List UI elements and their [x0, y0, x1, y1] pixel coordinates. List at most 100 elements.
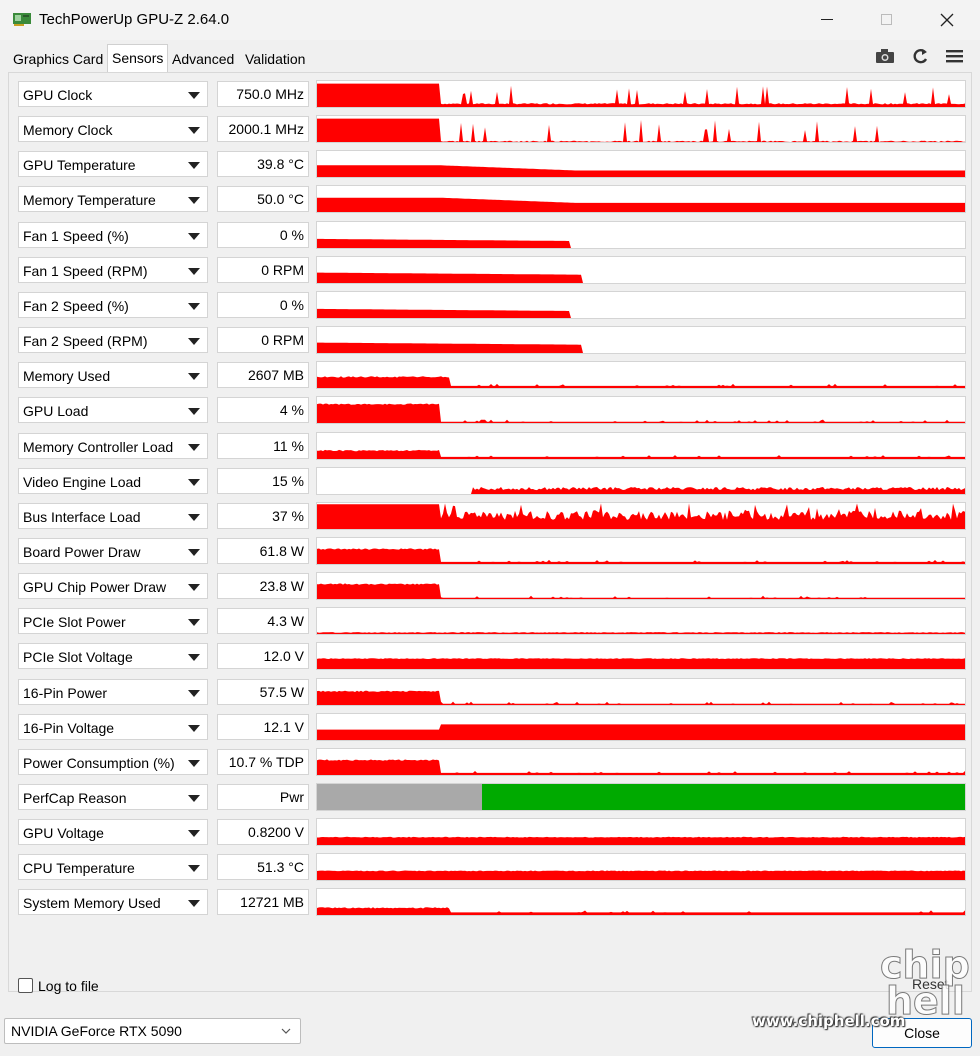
sensor-select[interactable]: GPU Load [18, 397, 208, 424]
dropdown-arrow-icon [188, 338, 200, 346]
sensor-label: PCIe Slot Voltage [23, 649, 133, 666]
sensor-label: Bus Interface Load [23, 508, 141, 525]
dropdown-arrow-icon [188, 689, 200, 697]
tab-graphics-card[interactable]: Graphics Card [13, 51, 104, 67]
dropdown-arrow-icon [188, 92, 200, 99]
sensor-select[interactable]: PCIe Slot Power [18, 608, 208, 635]
sensor-select[interactable]: Memory Controller Load [18, 432, 208, 459]
sensor-value: 12.0 V [217, 643, 309, 670]
sensor-graph-area [317, 449, 965, 459]
sensor-label: PerfCap Reason [23, 790, 127, 806]
sensor-graph-plot [317, 690, 965, 705]
sensor-row: PCIe Slot Power 4.3 W [18, 607, 966, 636]
close-button[interactable]: Close [872, 1018, 972, 1048]
dropdown-arrow-icon [188, 900, 200, 908]
close-window-button[interactable] [924, 4, 970, 36]
tab-sensors[interactable]: Sensors [107, 44, 169, 72]
sensor-select[interactable]: Bus Interface Load [18, 502, 208, 529]
sensor-value: 57.5 W [217, 678, 309, 705]
sensor-select[interactable]: Power Consumption (%) [18, 748, 208, 775]
sensor-row: GPU Clock 750.0 MHz [18, 80, 966, 108]
dropdown-arrow-icon [188, 373, 200, 381]
perfcap-pwr-segment [482, 784, 965, 810]
sensor-select[interactable]: Fan 2 Speed (RPM) [18, 327, 208, 354]
sensor-label: Memory Used [23, 368, 111, 385]
dropdown-arrow-icon [188, 584, 200, 592]
dropdown-arrow-icon [188, 795, 200, 802]
reset-button[interactable]: Reset [912, 976, 949, 992]
tab-bar: Graphics Card Sensors Advanced Validatio… [0, 44, 980, 72]
sensor-value: 61.8 W [217, 537, 309, 564]
dropdown-arrow-icon [188, 162, 200, 170]
sensor-select[interactable]: Fan 2 Speed (%) [18, 291, 208, 318]
sensor-select[interactable]: GPU Clock [18, 81, 208, 107]
sensor-value: 0 RPM [217, 327, 309, 354]
sensor-select[interactable]: PerfCap Reason [18, 784, 208, 810]
sensor-row: 16-Pin Voltage 12.1 V [18, 712, 966, 741]
log-to-file-label: Log to file [38, 978, 99, 994]
sensor-select[interactable]: PCIe Slot Voltage [18, 643, 208, 670]
title-bar: TechPowerUp GPU-Z 2.64.0 [0, 0, 980, 40]
sensor-graph [316, 818, 966, 847]
minimize-button[interactable] [804, 4, 850, 36]
sensor-select[interactable]: CPU Temperature [18, 854, 208, 881]
sensor-select[interactable]: GPU Chip Power Draw [18, 573, 208, 600]
dropdown-arrow-icon [188, 232, 200, 240]
sensor-label: Board Power Draw [23, 543, 141, 560]
watermark-url: www.chiphell.com [752, 1012, 906, 1030]
sensor-select[interactable]: GPU Temperature [18, 151, 208, 178]
sensor-label: Power Consumption (%) [23, 754, 175, 771]
chiphell-logo: chip hell [880, 943, 971, 1021]
sensor-value: 0.8200 V [217, 819, 309, 846]
sensor-select[interactable]: System Memory Used [18, 889, 208, 916]
tab-validation[interactable]: Validation [245, 51, 306, 67]
sensor-label: GPU Clock [23, 87, 93, 103]
sensor-label: PCIe Slot Power [23, 614, 126, 631]
gpu-select[interactable]: NVIDIA GeForce RTX 5090 [4, 1018, 301, 1044]
sensor-row: Board Power Draw 61.8 W [18, 536, 966, 565]
sensor-graph-plot [317, 308, 965, 318]
sensor-select[interactable]: Memory Temperature [18, 186, 208, 213]
sensor-graph-area [317, 376, 965, 389]
sensor-graph [316, 290, 966, 319]
sensor-select[interactable]: Video Engine Load [18, 467, 208, 494]
sensor-graph-area [317, 503, 965, 529]
sensor-graph-plot [317, 376, 965, 389]
sensor-graph [316, 185, 966, 214]
sensor-graph-plot [317, 724, 965, 740]
sensor-graph [316, 501, 966, 530]
svg-text:hell: hell [886, 979, 965, 1020]
sensor-select[interactable]: GPU Voltage [18, 819, 208, 846]
sensor-label: Memory Clock [23, 122, 113, 139]
sensor-value: 10.7 % TDP [217, 748, 309, 775]
refresh-icon[interactable] [909, 46, 931, 66]
maximize-button[interactable] [864, 4, 910, 36]
sensor-row: CPU Temperature 51.3 °C [18, 853, 966, 882]
sensor-select[interactable]: 16-Pin Voltage [18, 713, 208, 740]
sensor-graph-area [317, 724, 965, 740]
dropdown-arrow-icon [188, 127, 200, 135]
sensor-select[interactable]: Fan 1 Speed (RPM) [18, 256, 208, 283]
sensor-select[interactable]: Memory Clock [18, 116, 208, 143]
sensor-row: GPU Temperature 39.8 °C [18, 150, 966, 179]
sensor-select[interactable]: 16-Pin Power [18, 678, 208, 705]
sensor-value: 11 % [217, 432, 309, 459]
menu-icon[interactable] [944, 46, 966, 66]
sensor-graph-area [317, 632, 965, 635]
sensor-row: GPU Voltage 0.8200 V [18, 818, 966, 847]
sensor-select[interactable]: Memory Used [18, 362, 208, 389]
camera-icon[interactable] [874, 46, 896, 66]
sensor-graph [316, 712, 966, 741]
dropdown-arrow-icon [188, 830, 200, 838]
sensor-select[interactable]: Fan 1 Speed (%) [18, 221, 208, 248]
tab-advanced[interactable]: Advanced [172, 51, 235, 67]
sensor-graph [316, 220, 966, 249]
log-to-file-checkbox[interactable] [18, 978, 33, 993]
dropdown-arrow-icon [188, 408, 200, 416]
sensor-row: Video Engine Load 15 % [18, 466, 966, 495]
sensor-graph [316, 396, 966, 425]
sensor-select[interactable]: Board Power Draw [18, 537, 208, 564]
sensor-value: 12.1 V [217, 713, 309, 740]
sensor-graph-plot [317, 198, 965, 213]
sensor-row: GPU Load 4 % [18, 396, 966, 425]
